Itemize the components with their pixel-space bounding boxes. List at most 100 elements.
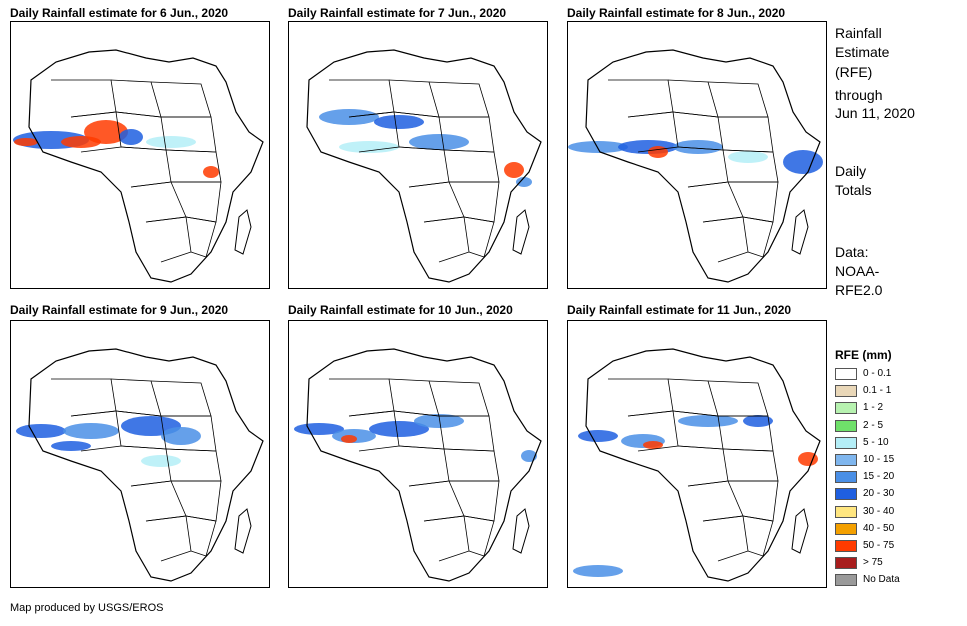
africa-map-8-jun [568,49,823,283]
rainfall-area [618,140,678,154]
panel-title-6-jun: Daily Rainfall estimate for 6 Jun., 2020 [10,6,229,20]
country-border [742,515,774,557]
country-border [408,480,465,522]
country-border [428,380,490,417]
sidebar-data-source2: RFE2.0 [835,282,883,298]
rainfall-area [504,162,524,178]
rainfall-area [573,565,623,577]
sidebar-title-line2: Estimate [835,44,890,60]
country-border [120,146,172,188]
country-border [171,181,222,223]
country-border [728,181,779,223]
continent-outline [306,49,542,283]
madagascar-outline [234,508,252,554]
continent-outline [28,49,264,283]
rainfall-area [414,414,464,428]
country-border [145,216,192,263]
rainfall-area [798,452,818,466]
rainfall-area [119,129,143,145]
legend-label: No Data [863,574,900,586]
rainfall-map-11-jun [567,320,827,588]
continent-outline [28,348,264,582]
legend-swatch [835,454,857,466]
legend-swatch [835,522,857,535]
continent-outline [306,348,542,582]
legend-label: 5 - 10 [863,436,889,448]
rainfall-map-8-jun [567,21,827,289]
rainfall-area [63,423,119,439]
sidebar-daily: Daily [835,163,867,179]
rainfall-area [743,415,773,427]
country-border [130,480,187,522]
madagascar-outline [791,508,809,554]
legend-swatch [835,402,857,415]
country-border [449,480,500,522]
country-border [443,149,500,183]
legend-swatch [835,436,857,449]
country-border [707,380,769,417]
country-border [463,216,495,258]
country-border [398,146,450,188]
legend-label: 2 - 5 [863,419,884,431]
rainfall-area [728,151,768,163]
rainfall-map-10-jun [288,320,548,588]
rainfall-area [341,435,357,443]
legend-swatch [835,488,857,501]
country-border [742,216,774,258]
country-border [423,515,470,562]
country-border [443,448,500,482]
rainfall-area [161,427,201,445]
rainfall-area [568,141,628,153]
country-border [677,445,729,487]
country-border [627,111,679,153]
legend-label: 10 - 15 [863,454,895,465]
sidebar-title-line3: (RFE) [835,64,873,80]
country-border [728,480,779,522]
country-border [185,515,217,557]
legend-label: 0.1 - 1 [863,385,892,397]
country-border [449,181,500,223]
rainfall-area [516,177,532,187]
country-border [145,515,192,562]
panel-title-9-jun: Daily Rainfall estimate for 9 Jun., 2020 [10,303,229,317]
country-border [70,111,122,153]
legend-swatch [835,574,857,587]
legend-label: 40 - 50 [863,522,895,534]
rainfall-area [203,166,219,178]
rainfall-area [673,140,723,154]
rainfall-map-6-jun [10,21,270,289]
country-border [687,480,744,522]
country-border [687,181,744,223]
continent-outline [585,348,821,582]
country-border [130,181,187,223]
legend-swatch [835,540,857,552]
sidebar-through: through [835,87,883,103]
footer-credit: Map produced by USGS/EROS [10,602,164,614]
country-border [702,515,749,562]
rainfall-area [578,430,618,442]
sidebar-date: Jun 11, 2020 [835,105,915,121]
legend-label: 15 - 20 [863,471,895,483]
legend-swatch [835,505,857,518]
country-border [428,81,490,118]
legend-label: 30 - 40 [863,505,895,517]
legend-label: 20 - 30 [863,488,895,500]
legend-swatch [835,557,857,570]
madagascar-outline [234,209,252,255]
madagascar-outline [512,508,530,554]
country-border [150,81,212,118]
legend-title: RFE (mm) [835,348,892,362]
rainfall-area [61,136,101,148]
country-border [423,216,470,263]
africa-map-11-jun [573,348,821,582]
legend-label: 1 - 2 [863,402,884,414]
madagascar-outline [512,209,530,255]
rainfall-area [409,134,469,150]
country-border [51,79,117,118]
rainfall-area [16,424,66,438]
legend-swatch [835,419,857,432]
country-border [667,378,719,417]
sidebar-data-source1: NOAA- [835,263,880,279]
rainfall-area [374,115,424,129]
legend-swatch [835,385,857,398]
